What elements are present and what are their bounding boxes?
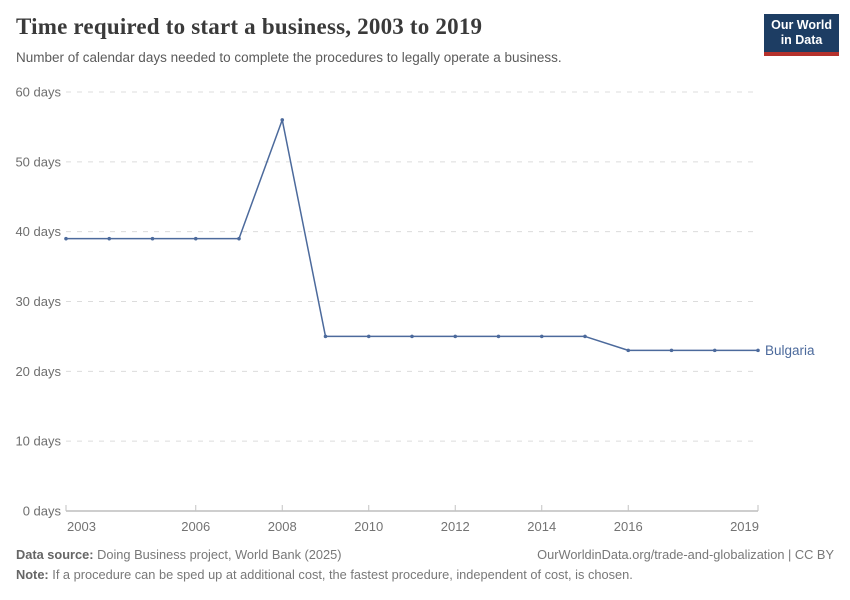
- data-point: [323, 334, 328, 339]
- data-point: [193, 236, 198, 241]
- data-point: [712, 348, 717, 353]
- data-point: [280, 118, 285, 122]
- x-axis-tick-label: 2003: [67, 519, 96, 534]
- data-point: [64, 236, 68, 241]
- data-point: [453, 334, 458, 339]
- data-point: [107, 236, 112, 241]
- note-value: If a procedure can be sped up at additio…: [52, 567, 633, 582]
- data-point: [237, 236, 241, 241]
- x-axis-tick-label: 2019: [730, 519, 759, 534]
- x-axis-tick-label: 2010: [354, 519, 383, 534]
- data-point: [410, 334, 414, 339]
- data-point: [756, 348, 760, 353]
- owid-logo[interactable]: Our World in Data: [764, 14, 839, 56]
- x-axis-tick-label: 2016: [614, 519, 643, 534]
- data-source-text: Data source: Doing Business project, Wor…: [16, 547, 342, 562]
- data-source-label: Data source:: [16, 547, 94, 562]
- owid-logo-line1: Our World: [771, 18, 832, 32]
- data-point: [669, 348, 674, 353]
- y-axis-tick-label: 40 days: [15, 224, 61, 239]
- data-point: [539, 334, 544, 339]
- data-point: [496, 334, 501, 339]
- data-point: [626, 348, 631, 353]
- y-axis-tick-label: 20 days: [15, 364, 61, 379]
- y-axis-tick-label: 0 days: [23, 504, 62, 519]
- owid-logo-line2: in Data: [780, 33, 823, 48]
- chart-footer: Data source: Doing Business project, Wor…: [16, 547, 834, 582]
- note-text: Note: If a procedure can be sped up at a…: [16, 567, 834, 582]
- data-point: [150, 236, 155, 241]
- chart-title: Time required to start a business, 2003 …: [16, 14, 483, 39]
- note-label: Note:: [16, 567, 49, 582]
- chart-subtitle: Number of calendar days needed to comple…: [16, 50, 562, 65]
- data-point: [583, 334, 587, 339]
- attribution-link[interactable]: OurWorldinData.org/trade-and-globalizati…: [537, 547, 834, 562]
- entity-label: Bulgaria: [765, 343, 815, 358]
- x-axis-tick-label: 2008: [268, 519, 297, 534]
- series-line: [66, 119, 758, 352]
- y-axis-tick-label: 10 days: [15, 434, 61, 449]
- x-axis-tick-label: 2012: [441, 519, 470, 534]
- y-axis-tick-label: 60 days: [15, 85, 61, 100]
- data-source-value: Doing Business project, World Bank (2025…: [97, 547, 342, 562]
- x-axis-tick-label: 2014: [527, 519, 556, 534]
- data-point: [366, 334, 371, 339]
- x-axis-tick-label: 2006: [181, 519, 210, 534]
- y-axis-tick-label: 50 days: [15, 154, 61, 169]
- y-axis-tick-label: 30 days: [15, 294, 61, 309]
